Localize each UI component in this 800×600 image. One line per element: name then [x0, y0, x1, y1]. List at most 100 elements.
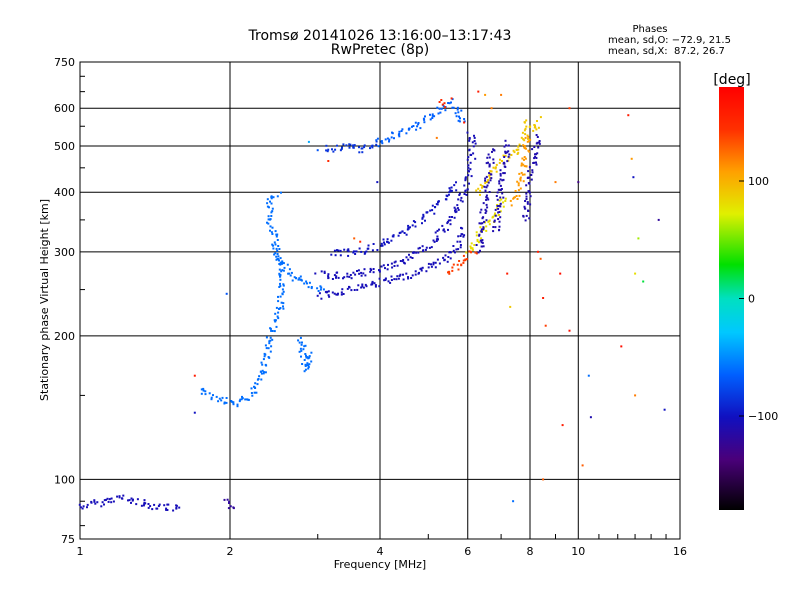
trace-point — [481, 186, 483, 189]
y-tick-label: 500 — [54, 140, 75, 153]
trace-point — [480, 208, 483, 211]
trace-point — [364, 274, 367, 277]
trace-point — [282, 305, 284, 308]
scatter-point — [539, 257, 542, 260]
trace-point — [475, 252, 478, 255]
trace-point — [263, 355, 266, 358]
trace-point — [267, 347, 270, 350]
trace-point — [218, 397, 221, 400]
trace-point — [448, 102, 451, 105]
trace-point — [459, 244, 462, 246]
trace-point — [483, 220, 486, 223]
trace-point — [533, 146, 536, 148]
trace-point — [354, 273, 357, 276]
trace-point — [453, 216, 456, 219]
trace-point — [246, 398, 248, 401]
trace-point — [443, 259, 446, 262]
trace-point — [525, 125, 528, 128]
trace-point — [432, 239, 435, 242]
scatter-point — [554, 181, 557, 184]
trace-point — [478, 222, 481, 225]
trace-point — [316, 294, 319, 297]
trace-point — [530, 174, 533, 176]
trace-point — [455, 248, 458, 251]
scatter-point — [490, 107, 493, 110]
scatter-point — [307, 140, 310, 143]
x-tick-label: 10 — [571, 545, 585, 558]
trace-point — [279, 274, 282, 276]
trace-point — [325, 144, 328, 147]
trace-point — [331, 278, 334, 280]
trace-point — [529, 125, 532, 128]
trace-point — [370, 269, 373, 271]
trace-point — [278, 272, 281, 275]
trace-point — [442, 105, 445, 108]
trace-point — [339, 149, 342, 152]
trace-point — [144, 502, 147, 505]
trace-point — [492, 226, 495, 228]
trace-point — [93, 500, 96, 503]
trace-point — [489, 179, 492, 182]
trace-point — [407, 276, 409, 279]
scatter-point — [627, 114, 630, 117]
trace-point — [324, 290, 327, 293]
trace-point — [492, 166, 495, 169]
trace-point — [270, 329, 273, 332]
trace-point — [276, 195, 279, 198]
trace-point — [412, 251, 415, 254]
colorbar-tick-label: −100 — [748, 410, 778, 423]
trace-point — [441, 224, 444, 227]
trace-point — [360, 250, 363, 253]
trace-point — [527, 149, 530, 152]
trace-point — [538, 140, 541, 142]
trace-point — [277, 295, 279, 298]
trace-point — [172, 509, 175, 512]
trace-point — [462, 254, 465, 257]
trace-point — [273, 319, 276, 322]
trace-point — [269, 327, 272, 330]
trace-point — [458, 192, 461, 195]
trace-point — [411, 257, 414, 259]
trace-point — [271, 243, 274, 246]
trace-point — [523, 146, 526, 149]
trace-point — [279, 275, 282, 278]
trace-point — [470, 175, 473, 178]
trace-point — [275, 233, 278, 236]
trace-point — [376, 137, 379, 140]
trace-point — [362, 286, 365, 289]
trace-point — [463, 193, 466, 195]
trace-point — [369, 270, 372, 273]
trace-point — [519, 177, 522, 180]
trace-point — [488, 223, 491, 226]
trace-point — [327, 148, 330, 151]
trace-point — [212, 394, 214, 397]
trace-point — [422, 213, 425, 216]
trace-point — [436, 229, 439, 232]
trace-point — [304, 365, 307, 367]
trace-point — [100, 505, 103, 508]
trace-point — [525, 147, 527, 150]
trace-point — [461, 200, 464, 203]
trace-point — [323, 272, 326, 274]
trace-point — [519, 187, 522, 190]
trace-point — [485, 219, 488, 222]
trace-point — [127, 499, 129, 502]
trace-point — [301, 363, 304, 365]
trace-point — [485, 229, 488, 232]
trace-point — [445, 198, 448, 201]
trace-point — [536, 141, 539, 144]
trace-point — [421, 222, 423, 225]
trace-point — [473, 140, 476, 142]
trace-point — [456, 106, 459, 109]
trace-point — [535, 163, 538, 166]
trace-point — [276, 249, 279, 252]
trace-point — [254, 382, 257, 385]
trace-point — [297, 339, 300, 342]
data-marks — [78, 90, 666, 512]
trace-point — [230, 400, 233, 402]
trace-point — [485, 181, 488, 183]
trace-point — [288, 268, 291, 271]
trace-point — [306, 282, 308, 285]
trace-point — [523, 205, 526, 208]
trace-point — [281, 293, 284, 296]
